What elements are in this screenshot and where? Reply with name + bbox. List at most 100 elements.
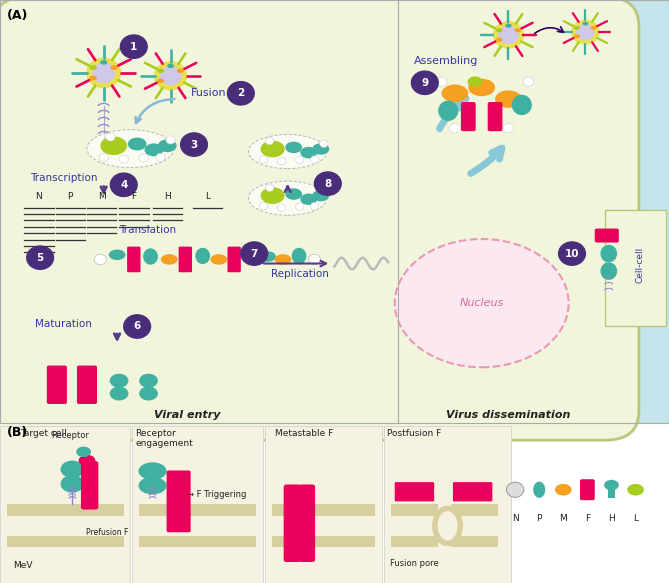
Bar bbox=[115, 379, 123, 396]
Circle shape bbox=[139, 154, 149, 162]
FancyBboxPatch shape bbox=[451, 504, 498, 516]
Ellipse shape bbox=[90, 76, 97, 80]
Ellipse shape bbox=[195, 248, 210, 264]
Ellipse shape bbox=[157, 79, 164, 83]
FancyBboxPatch shape bbox=[265, 426, 382, 583]
Circle shape bbox=[450, 124, 460, 133]
Circle shape bbox=[314, 172, 341, 195]
Ellipse shape bbox=[505, 23, 512, 28]
Bar bbox=[608, 485, 615, 498]
Ellipse shape bbox=[604, 480, 619, 490]
Circle shape bbox=[166, 136, 175, 144]
FancyBboxPatch shape bbox=[395, 482, 434, 492]
Ellipse shape bbox=[574, 34, 580, 38]
FancyBboxPatch shape bbox=[605, 210, 666, 326]
Text: N: N bbox=[35, 192, 42, 201]
Ellipse shape bbox=[138, 462, 167, 480]
FancyBboxPatch shape bbox=[177, 470, 191, 532]
Ellipse shape bbox=[79, 455, 95, 466]
Circle shape bbox=[296, 203, 304, 210]
Text: 6: 6 bbox=[134, 321, 140, 332]
Text: F: F bbox=[585, 514, 590, 524]
Ellipse shape bbox=[514, 28, 521, 33]
Text: Viral entry: Viral entry bbox=[154, 410, 221, 420]
Circle shape bbox=[310, 156, 319, 163]
Circle shape bbox=[436, 77, 447, 86]
Ellipse shape bbox=[249, 135, 327, 168]
Ellipse shape bbox=[261, 187, 285, 204]
Ellipse shape bbox=[468, 76, 482, 87]
FancyBboxPatch shape bbox=[7, 536, 124, 547]
FancyBboxPatch shape bbox=[139, 536, 256, 547]
Ellipse shape bbox=[244, 248, 258, 265]
Text: Replication: Replication bbox=[271, 269, 329, 279]
FancyBboxPatch shape bbox=[395, 491, 434, 501]
Ellipse shape bbox=[442, 85, 468, 102]
Ellipse shape bbox=[90, 65, 97, 70]
Ellipse shape bbox=[300, 147, 317, 159]
Text: 3: 3 bbox=[191, 139, 197, 150]
Text: L: L bbox=[633, 514, 638, 524]
Text: Translation: Translation bbox=[118, 225, 176, 236]
Ellipse shape bbox=[292, 248, 306, 264]
Circle shape bbox=[411, 71, 438, 94]
Text: Virus dissemination: Virus dissemination bbox=[446, 410, 571, 420]
Text: Receptor: Receptor bbox=[52, 431, 89, 440]
Ellipse shape bbox=[177, 69, 184, 73]
FancyBboxPatch shape bbox=[451, 536, 498, 547]
Circle shape bbox=[156, 153, 165, 161]
Ellipse shape bbox=[260, 251, 276, 262]
Ellipse shape bbox=[94, 254, 106, 265]
FancyBboxPatch shape bbox=[298, 484, 315, 562]
Circle shape bbox=[161, 67, 181, 85]
FancyBboxPatch shape bbox=[595, 229, 619, 243]
Ellipse shape bbox=[261, 141, 285, 157]
Text: MeV: MeV bbox=[13, 561, 33, 570]
Circle shape bbox=[572, 20, 599, 44]
Text: F: F bbox=[131, 192, 136, 201]
Ellipse shape bbox=[138, 477, 167, 494]
Circle shape bbox=[494, 22, 523, 48]
Ellipse shape bbox=[468, 79, 495, 96]
Circle shape bbox=[87, 58, 120, 87]
Ellipse shape bbox=[496, 37, 502, 42]
Text: 9: 9 bbox=[421, 78, 428, 88]
Text: N: N bbox=[512, 514, 518, 524]
Text: P: P bbox=[68, 192, 73, 201]
Ellipse shape bbox=[574, 26, 580, 30]
Ellipse shape bbox=[555, 484, 571, 496]
Circle shape bbox=[119, 155, 128, 163]
Circle shape bbox=[99, 153, 108, 161]
Ellipse shape bbox=[312, 143, 329, 154]
FancyBboxPatch shape bbox=[132, 426, 263, 583]
Ellipse shape bbox=[496, 28, 502, 33]
Text: (B): (B) bbox=[7, 426, 28, 438]
Ellipse shape bbox=[591, 26, 597, 30]
Ellipse shape bbox=[308, 254, 320, 265]
Ellipse shape bbox=[139, 374, 158, 388]
Text: 10: 10 bbox=[565, 248, 579, 259]
FancyBboxPatch shape bbox=[272, 536, 375, 547]
Ellipse shape bbox=[312, 190, 329, 201]
Ellipse shape bbox=[60, 475, 84, 493]
FancyBboxPatch shape bbox=[0, 426, 130, 583]
Ellipse shape bbox=[143, 248, 158, 265]
FancyBboxPatch shape bbox=[398, 0, 669, 423]
Ellipse shape bbox=[300, 194, 317, 205]
FancyBboxPatch shape bbox=[284, 484, 300, 562]
Text: Fusion pore: Fusion pore bbox=[391, 560, 439, 568]
Text: H: H bbox=[608, 514, 615, 524]
Circle shape bbox=[559, 242, 585, 265]
Ellipse shape bbox=[533, 482, 545, 498]
FancyBboxPatch shape bbox=[461, 102, 476, 131]
FancyBboxPatch shape bbox=[179, 247, 192, 272]
Text: 1: 1 bbox=[130, 41, 137, 52]
Ellipse shape bbox=[167, 64, 174, 68]
Ellipse shape bbox=[110, 65, 118, 70]
FancyBboxPatch shape bbox=[127, 247, 140, 272]
FancyBboxPatch shape bbox=[227, 247, 241, 272]
Ellipse shape bbox=[438, 101, 458, 121]
Text: Assembling: Assembling bbox=[413, 56, 478, 66]
Ellipse shape bbox=[100, 136, 127, 155]
Text: → F Triggering: → F Triggering bbox=[187, 490, 247, 499]
